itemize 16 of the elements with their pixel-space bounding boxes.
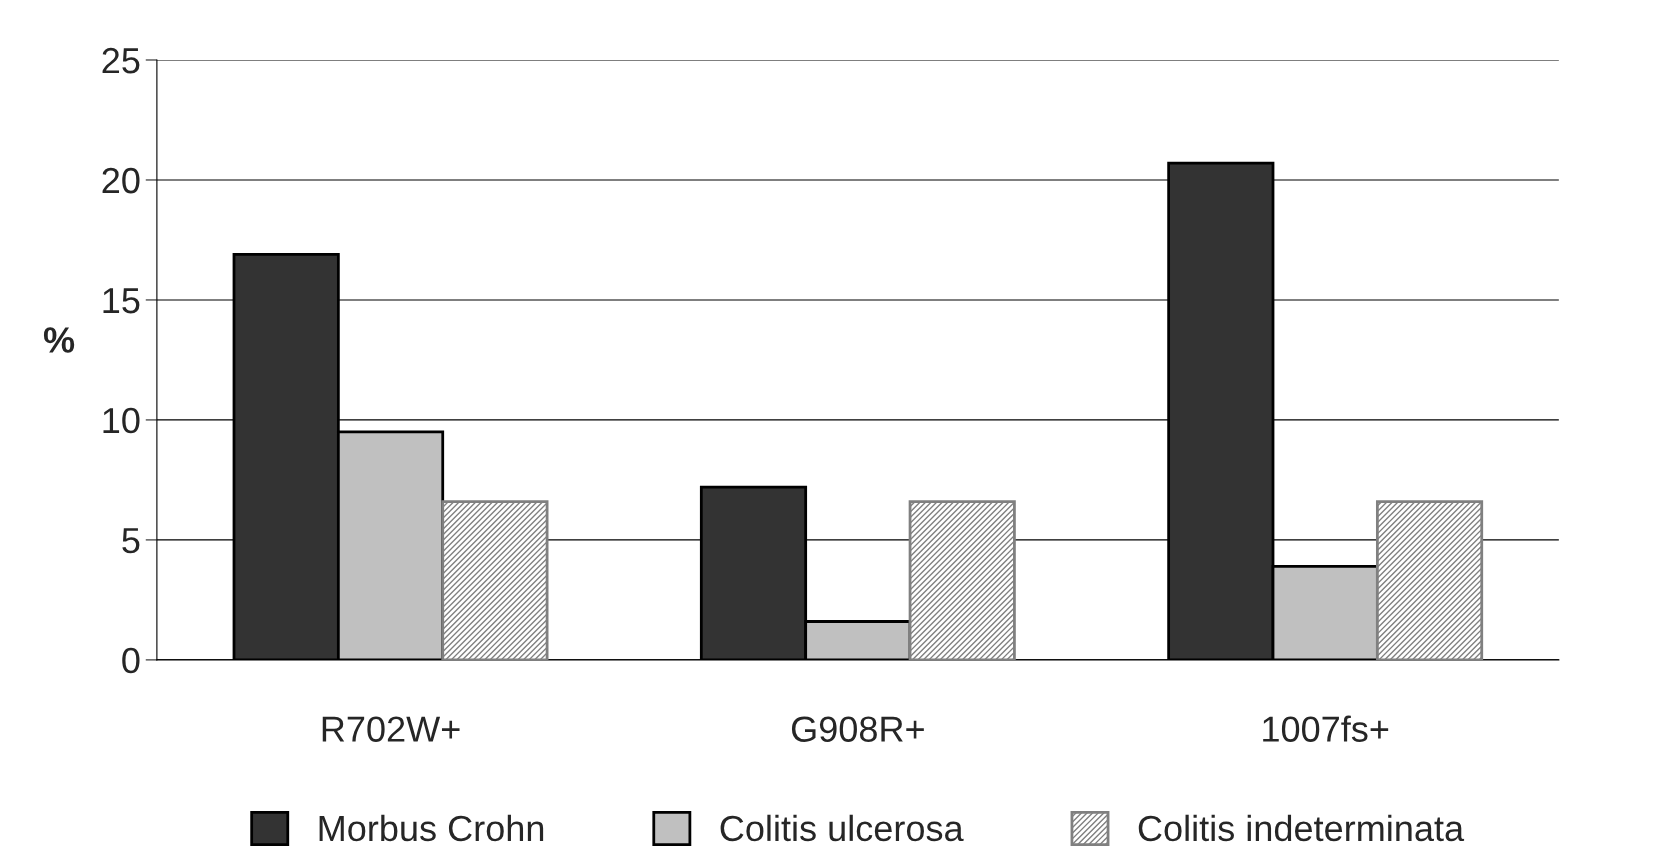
y-tick-label: 10	[103, 407, 140, 434]
x-tick-label: R702W+	[322, 716, 460, 742]
y-tick-label: 0	[122, 647, 140, 674]
x-tick-label: 1007fs+	[1263, 715, 1389, 742]
x-tick-label: G908R+	[791, 716, 924, 742]
y-tick-label: 5	[122, 528, 140, 554]
legend-label: Morbus Crohn	[319, 814, 544, 842]
y-tick-label: 15	[103, 288, 140, 314]
bar	[441, 500, 549, 660]
legend-label: Colitis ulcerosa	[720, 814, 964, 842]
y-axis-title: %	[43, 327, 75, 353]
y-tick-label: 20	[102, 167, 140, 194]
legend-label: Colitis indeterminata	[1138, 814, 1465, 842]
y-tick-label: 25	[102, 47, 140, 74]
bar	[1375, 500, 1484, 660]
bar	[908, 500, 1016, 660]
